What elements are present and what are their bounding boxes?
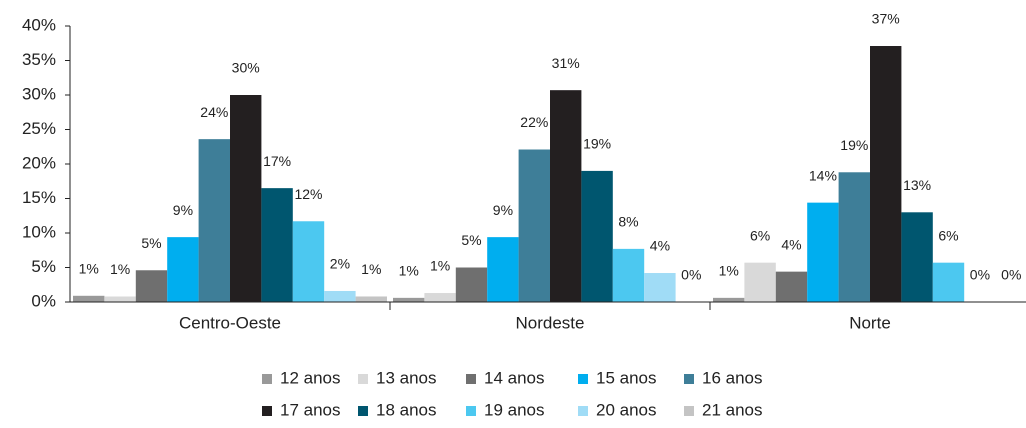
bar [393,297,425,302]
bar [355,296,387,302]
bar [713,297,745,302]
x-tick-label: Norte [849,313,891,332]
value-label: 30% [232,60,260,76]
legend-label: 13 anos [376,368,437,387]
bar [932,262,965,302]
x-tick-label: Centro-Oeste [179,313,281,332]
legend-swatch [466,374,476,384]
value-label: 9% [173,202,193,218]
y-tick-label: 5% [31,257,56,276]
value-label: 1% [361,261,381,277]
bar [261,188,293,302]
legend-label: 19 anos [484,400,545,419]
bar [455,267,488,302]
bar [73,295,105,302]
bar [744,262,776,302]
value-label: 1% [79,260,99,276]
legend-swatch [262,374,272,384]
value-label: 13% [903,177,931,193]
bar [230,95,262,302]
value-label: 8% [618,214,638,230]
value-label: 1% [399,263,419,279]
value-label: 19% [840,137,868,153]
value-label: 14% [809,167,837,183]
bar [775,271,808,302]
y-tick-label: 20% [22,153,56,172]
y-tick-label: 10% [22,222,56,241]
legend-label: 17 anos [280,400,341,419]
bar [581,170,613,302]
value-label: 6% [750,227,770,243]
legend-label: 20 anos [596,400,657,419]
legend-swatch [466,406,476,416]
value-label: 1% [430,258,450,274]
legend-label: 16 anos [702,368,763,387]
value-label: 1% [110,261,130,277]
y-tick-label: 15% [22,188,56,207]
value-label: 6% [938,227,958,243]
bar [901,212,933,302]
value-label: 0% [1001,267,1021,283]
bar [838,172,870,302]
bar [644,273,676,302]
bar [424,293,456,302]
legend-label: 12 anos [280,368,341,387]
value-label: 4% [781,236,801,252]
legend-label: 21 anos [702,400,763,419]
bar [198,139,230,302]
bar [870,46,902,303]
bar [292,221,325,302]
x-tick-label: Nordeste [516,313,585,332]
bar [135,270,168,302]
value-label: 2% [330,256,350,272]
y-tick-label: 40% [22,15,56,34]
value-label: 24% [200,104,228,120]
value-label: 37% [872,11,900,27]
value-label: 1% [719,263,739,279]
legend-swatch [578,374,588,384]
bar [612,248,645,302]
value-label: 22% [520,114,548,130]
value-label: 4% [650,238,670,254]
bar [807,202,839,302]
value-label: 31% [552,55,580,71]
legend-swatch [358,374,368,384]
value-label: 0% [970,267,990,283]
legend-swatch [684,406,694,416]
value-label: 12% [294,186,322,202]
bar [518,149,550,302]
value-label: 19% [583,136,611,152]
bar [167,237,199,302]
value-label: 9% [493,202,513,218]
y-tick-label: 25% [22,119,56,138]
bar [324,290,356,302]
legend-swatch [262,406,272,416]
legend-swatch [578,406,588,416]
value-label: 0% [681,267,701,283]
y-tick-label: 35% [22,50,56,69]
legend-label: 14 anos [484,368,545,387]
bar [104,296,136,302]
legend-swatch [684,374,694,384]
value-label: 17% [263,153,291,169]
value-label: 5% [141,235,161,251]
legend-label: 15 anos [596,368,657,387]
y-tick-label: 0% [31,291,56,310]
value-label: 5% [461,232,481,248]
bar [550,90,582,302]
bar [487,237,519,302]
legend-label: 18 anos [376,400,437,419]
y-tick-label: 30% [22,84,56,103]
legend-swatch [358,406,368,416]
